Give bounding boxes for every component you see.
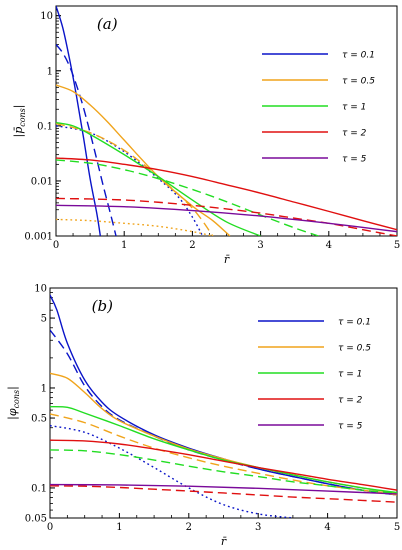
x-tick-label: 5 <box>394 522 400 533</box>
y-tick-label: 1 <box>47 66 53 77</box>
x-tick-label: 1 <box>121 240 127 251</box>
panel-label: (b) <box>92 297 113 315</box>
series-line <box>56 197 397 236</box>
y-axis-label: |φcons| <box>6 386 21 420</box>
y-axis-label-sub: cons <box>12 390 21 409</box>
panel-b: 0.05 0.1 0.5 1 5 10 0 1 2 3 4 5 τ = 0.1 τ = 0.5 τ = 1 τ… <box>6 284 400 549</box>
series-line <box>50 449 397 495</box>
y-axis-label-close: | <box>6 386 20 390</box>
series-group <box>56 6 397 236</box>
series-line <box>50 372 397 495</box>
legend-label: τ = 0.5 <box>342 77 375 87</box>
x-tick-label: 0 <box>47 522 53 533</box>
x-tick-label: 1 <box>116 522 122 533</box>
series-line <box>56 44 117 236</box>
y-axis-label-main: |p̄ <box>12 126 26 137</box>
legend-label: τ = 5 <box>338 422 363 432</box>
x-axis-label: r̄ <box>221 535 227 548</box>
y-axis-label: |p̄cons| <box>12 104 27 137</box>
y-tick-label: 10 <box>40 11 53 22</box>
series-line <box>56 122 214 236</box>
y-tick-label: 5 <box>41 314 47 325</box>
x-tick-label: 4 <box>324 522 330 533</box>
y-tick-label: 0.1 <box>37 121 53 132</box>
legend-label: τ = 5 <box>342 155 367 165</box>
y-tick-label: 10 <box>34 284 47 295</box>
legend-label: τ = 0.5 <box>338 344 371 354</box>
series-line <box>50 329 397 496</box>
legend-label: τ = 0.1 <box>338 318 371 328</box>
series-line <box>56 218 214 236</box>
legend-label: τ = 2 <box>342 129 367 139</box>
x-tick-label: 0 <box>53 240 59 251</box>
x-tick-label: 3 <box>255 522 261 533</box>
series-line <box>50 413 397 496</box>
legend-label: τ = 2 <box>338 396 363 406</box>
series-line <box>50 485 397 503</box>
x-tick-label: 4 <box>326 240 332 251</box>
series-line <box>50 439 397 491</box>
y-tick-label: 0.05 <box>25 514 47 525</box>
y-tick-label: 0.1 <box>31 483 47 494</box>
series-line <box>56 84 231 236</box>
x-axis-label: r̄ <box>224 253 230 266</box>
series-line <box>50 405 397 494</box>
y-tick-label: 0.01 <box>31 176 53 187</box>
series-group <box>50 294 397 518</box>
panel-a: 0.001 0.01 0.1 1 10 0 1 2 3 4 5 τ = 0.1 τ = 0.5 τ = 1… <box>12 5 400 266</box>
series-line <box>56 157 397 231</box>
y-tick-label: 0.001 <box>24 232 53 243</box>
legend-label: τ = 1 <box>342 103 366 113</box>
series-line <box>56 204 397 233</box>
x-tick-label: 2 <box>189 240 195 251</box>
y-axis-label-main: |φ <box>6 408 20 420</box>
y-axis-label-sub: cons <box>18 108 27 127</box>
series-line <box>56 159 319 236</box>
series-line <box>50 483 397 495</box>
series-line <box>56 6 102 236</box>
series-line <box>56 125 204 236</box>
series-line <box>50 424 293 518</box>
x-tick-label: 3 <box>257 240 263 251</box>
legend-label: τ = 1 <box>338 370 362 380</box>
y-tick-label: 0.5 <box>31 414 47 425</box>
legend-label: τ = 0.1 <box>342 51 375 61</box>
x-tick-label: 5 <box>394 240 400 251</box>
panel-label: (a) <box>97 15 118 33</box>
y-axis-label-close: | <box>12 104 26 108</box>
series-line <box>56 121 261 236</box>
y-tick-label: 1 <box>41 383 47 394</box>
x-tick-label: 2 <box>186 522 192 533</box>
